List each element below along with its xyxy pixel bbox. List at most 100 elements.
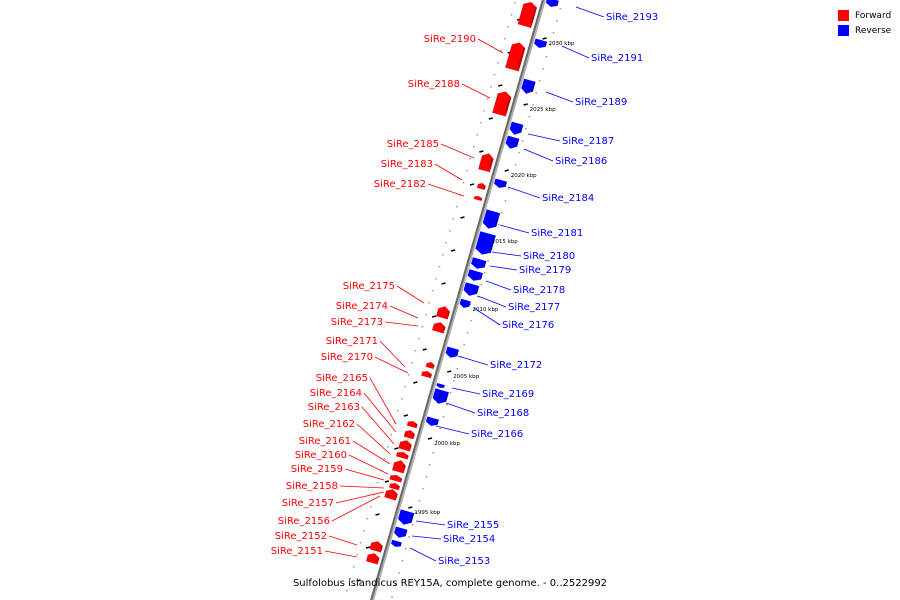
guide-dot — [411, 524, 414, 526]
legend: Forward Reverse — [838, 8, 891, 38]
guide-dot — [480, 284, 483, 286]
left-dash — [441, 282, 446, 285]
gene-shade — [504, 96, 512, 113]
forward-gene — [432, 322, 446, 334]
scale-tick-mark — [542, 37, 547, 40]
gene-label: SiRe_2188 — [408, 79, 460, 90]
gene-label: SiRe_2187 — [562, 136, 614, 147]
legend-reverse-label: Reverse — [855, 25, 892, 36]
guide-dot — [490, 86, 492, 88]
guide-dot — [449, 392, 452, 394]
gene-body — [476, 183, 486, 190]
gene-shade — [412, 433, 415, 437]
forward-gene — [398, 440, 412, 452]
scale-tick-mark — [523, 103, 528, 106]
gene-label: SiRe_2174 — [336, 301, 388, 312]
reverse-gene — [505, 135, 520, 149]
leader-line — [427, 183, 465, 197]
guide-dot — [538, 80, 541, 82]
gene-body — [369, 541, 383, 553]
reverse-gene — [534, 38, 548, 48]
guide-dot — [428, 302, 430, 304]
guide-dot — [487, 260, 489, 262]
guide-dot — [514, 2, 516, 4]
gene-body — [475, 231, 496, 255]
reverse-gene — [471, 257, 487, 269]
gene-body — [432, 388, 449, 404]
reverse-gene — [425, 416, 439, 426]
leader-line — [331, 495, 381, 522]
guide-dot — [407, 374, 410, 376]
scale-tick-mark — [504, 169, 509, 172]
gene-label: SiRe_2173 — [331, 317, 383, 328]
gene-label: SiRe_2172 — [490, 360, 542, 371]
gene-label: SiRe_2185 — [387, 139, 439, 150]
left-dash — [450, 249, 456, 252]
leader-line — [523, 148, 554, 162]
gene-shade — [483, 185, 486, 189]
guide-dot — [552, 32, 555, 34]
gene-body — [384, 489, 398, 501]
reverse-gene — [475, 231, 496, 255]
guide-dot — [414, 350, 417, 352]
guide-dot — [422, 488, 424, 490]
scale-tick-label: 1995 kbp — [414, 510, 440, 516]
gene-body — [505, 135, 520, 149]
guide-dot — [456, 368, 459, 370]
forward-gene — [436, 306, 450, 320]
gene-shade — [376, 557, 380, 562]
forward-swatch — [838, 10, 849, 21]
leader-line — [545, 91, 574, 103]
gene-shade — [409, 516, 414, 523]
gene-body — [391, 539, 402, 547]
leader-line — [489, 265, 518, 271]
leader-line — [335, 491, 385, 504]
gene-body — [505, 42, 526, 72]
leader-line — [344, 468, 385, 481]
gene-shade — [479, 275, 483, 280]
guide-dot — [418, 338, 420, 340]
guide-dot — [493, 74, 496, 76]
leader-line — [409, 547, 437, 562]
guide-dot — [500, 50, 503, 52]
reverse-gene — [482, 209, 501, 229]
gene-shade — [503, 183, 507, 187]
guide-dot — [394, 584, 397, 586]
gene-label: SiRe_2179 — [519, 265, 571, 276]
gene-shade — [530, 85, 535, 92]
gene-label: SiRe_2177 — [508, 302, 560, 313]
gene-shade — [442, 385, 445, 388]
legend-forward-label: Forward — [855, 10, 892, 21]
gene-label: SiRe_2170 — [321, 352, 373, 363]
guide-dot — [497, 224, 500, 226]
guide-dot — [449, 230, 451, 232]
leader-line — [374, 356, 409, 374]
gene-body — [436, 306, 450, 320]
leader-line — [451, 387, 481, 395]
gene-body — [459, 298, 471, 308]
guide-dot — [455, 206, 458, 208]
guide-dot — [438, 266, 441, 268]
reverse-gene — [467, 269, 483, 281]
guide-dot — [425, 476, 428, 478]
gene-label: SiRe_2184 — [542, 193, 594, 204]
leader-line — [396, 285, 425, 304]
leader-line — [477, 38, 504, 54]
gene-label: SiRe_2154 — [443, 534, 495, 545]
guide-dot — [466, 332, 469, 334]
gene-body — [398, 509, 415, 525]
guide-dot — [446, 404, 448, 406]
gene-shade — [429, 373, 432, 377]
gene-label: SiRe_2193 — [606, 12, 658, 23]
scale-tick-label: 2015 kbp — [492, 239, 518, 245]
gene-body — [392, 460, 406, 474]
guide-dot — [462, 182, 465, 184]
reverse-gene — [494, 178, 508, 188]
gene-label: SiRe_2152 — [275, 531, 327, 542]
gene-body — [396, 452, 409, 460]
forward-gene — [403, 430, 415, 440]
gene-shade — [530, 7, 537, 25]
gene-label: SiRe_2182 — [374, 179, 426, 190]
leader-line — [363, 392, 397, 433]
